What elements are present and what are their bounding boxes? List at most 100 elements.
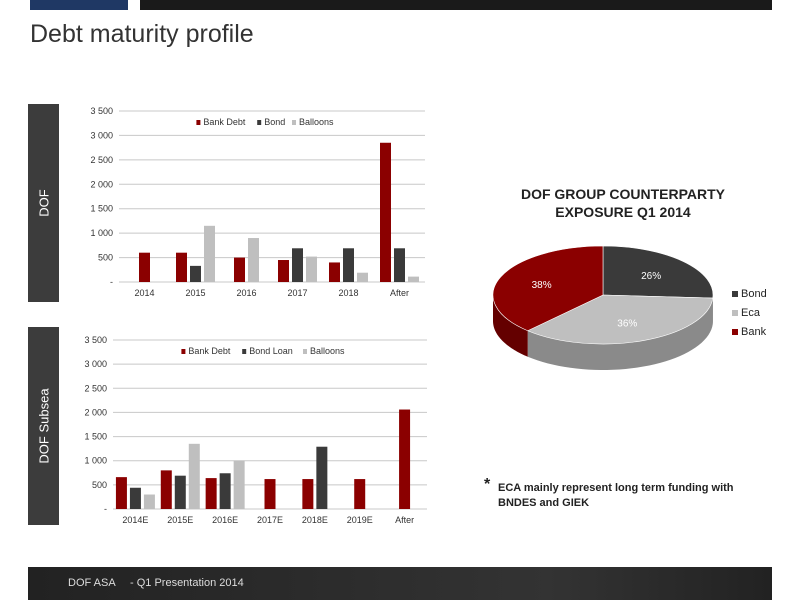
subsea-xtick-label: 2016E bbox=[212, 515, 238, 525]
subsea-bar-bank-debt bbox=[354, 479, 366, 509]
subsea-xtick-label: 2018E bbox=[302, 515, 328, 525]
dof-xtick-label: 2017 bbox=[287, 288, 307, 298]
dof-legend-label: Bond bbox=[264, 117, 285, 127]
pie-side-bank bbox=[493, 295, 528, 357]
subsea-bar-balloons bbox=[143, 494, 155, 509]
pie-label-bond: 26% bbox=[641, 271, 661, 282]
pie-side-eca bbox=[527, 298, 713, 370]
pie-slice-bank bbox=[492, 245, 604, 332]
subsea-ytick-label: 2 000 bbox=[84, 407, 107, 417]
pie-legend-item-eca: Eca bbox=[732, 303, 767, 322]
pie-slice-eca bbox=[526, 294, 714, 345]
subsea-bar-bank-debt bbox=[160, 470, 172, 509]
dof-bar-balloons bbox=[408, 276, 419, 282]
subsea-xtick-label: 2014E bbox=[122, 515, 148, 525]
dof-bar-chart: - 500 1 000 1 500 2 000 2 500 3 000 3 500 2014 20… bbox=[90, 106, 425, 298]
dof-legend-swatch bbox=[292, 120, 296, 125]
dof-ytick-label: 3 500 bbox=[90, 106, 113, 116]
footnote-star: * bbox=[484, 476, 491, 493]
subsea-bar-balloons bbox=[188, 443, 200, 509]
subsea-ytick-label: 1 000 bbox=[84, 456, 107, 466]
footer-bar bbox=[28, 567, 772, 600]
pie-label-bank: 38% bbox=[532, 280, 552, 291]
subsea-xtick-label: 2017E bbox=[257, 515, 283, 525]
subsea-ytick-label: 1 500 bbox=[84, 432, 107, 442]
subsea-xtick-label: 2015E bbox=[167, 515, 193, 525]
subsea-legend-label: Balloons bbox=[310, 346, 345, 356]
dof-xtick-label: After bbox=[390, 288, 409, 298]
dof-ytick-label: 2 000 bbox=[90, 179, 113, 189]
dof-bar-bank-debt bbox=[329, 262, 340, 282]
pie-chart-title: DOF GROUP COUNTERPARTY EXPOSURE Q1 2014 bbox=[488, 185, 758, 221]
subsea-xtick-label: After bbox=[395, 515, 414, 525]
dof-bar-bank-debt bbox=[234, 257, 245, 282]
subsea-ytick-label: - bbox=[104, 504, 107, 514]
dof-bar-bond bbox=[190, 265, 201, 282]
subsea-ytick-label: 3 500 bbox=[84, 335, 107, 345]
dof-bar-bank-debt bbox=[176, 252, 187, 282]
footnote-text: ECA mainly represent long term funding w… bbox=[498, 482, 734, 509]
dof-ytick-label: 2 500 bbox=[90, 155, 113, 165]
dof-ytick-label: - bbox=[110, 277, 113, 287]
subsea-bar-bond-loan bbox=[174, 475, 186, 509]
dof-xtick-label: 2015 bbox=[185, 288, 205, 298]
pie-title-line-2: EXPOSURE Q1 2014 bbox=[555, 204, 691, 220]
legend-label-bond: Bond bbox=[741, 287, 767, 300]
subsea-bar-balloons bbox=[233, 460, 245, 509]
dof-bar-bank-debt bbox=[278, 260, 289, 282]
dof-bar-balloons bbox=[204, 225, 215, 282]
subsea-bar-bank-debt bbox=[115, 477, 127, 509]
subsea-bar-bond-loan bbox=[219, 473, 231, 509]
dof-bar-balloons bbox=[357, 272, 368, 282]
legend-label-bank: Bank bbox=[741, 325, 767, 338]
subsea-ytick-label: 500 bbox=[92, 480, 107, 490]
dof-ytick-label: 1 000 bbox=[90, 228, 113, 238]
page-title: Debt maturity profile bbox=[30, 20, 254, 48]
dof-bar-bond bbox=[292, 248, 303, 282]
dof-ytick-label: 1 500 bbox=[90, 204, 113, 214]
dof-bar-balloons bbox=[306, 256, 317, 282]
subsea-bar-bond-loan bbox=[129, 487, 141, 509]
legend-swatch-bank bbox=[732, 328, 738, 335]
dof-bar-bank-debt bbox=[139, 252, 150, 282]
pie-title-line-1: DOF GROUP COUNTERPARTY bbox=[520, 186, 726, 202]
dof-xtick-label: 2018 bbox=[338, 288, 358, 298]
subsea-legend-label: Bank Debt bbox=[188, 346, 231, 356]
dof-xtick-label: 2014 bbox=[134, 288, 154, 298]
pie-label-eca: 36% bbox=[617, 318, 637, 329]
dof-bar-balloons bbox=[248, 238, 259, 282]
dof-legend-label: Balloons bbox=[299, 117, 334, 127]
dof-xtick-label: 2016 bbox=[236, 288, 256, 298]
subsea-legend-label: Bond Loan bbox=[249, 346, 293, 356]
dof-ytick-label: 500 bbox=[98, 253, 113, 263]
pie-slice-bond bbox=[602, 245, 714, 299]
dof-ytick-label: 3 000 bbox=[90, 130, 113, 140]
subsea-ytick-label: 2 500 bbox=[84, 383, 107, 393]
footer-subtitle: - Q1 Presentation 2014 bbox=[130, 577, 244, 589]
top-accent-bar bbox=[30, 0, 128, 10]
side-tab-dof: DOF bbox=[28, 104, 59, 302]
pie-legend: Bond Eca Bank bbox=[732, 284, 767, 341]
subsea-ytick-label: 3 000 bbox=[84, 359, 107, 369]
legend-label-eca: Eca bbox=[741, 306, 760, 319]
pie-legend-item-bond: Bond bbox=[732, 284, 767, 303]
subsea-bar-bond-loan bbox=[316, 446, 328, 509]
subsea-legend-swatch bbox=[242, 349, 247, 354]
dof-legend-swatch bbox=[196, 120, 201, 125]
subsea-legend-swatch bbox=[303, 349, 307, 354]
dof-legend-swatch bbox=[257, 120, 262, 125]
dof-bar-bank-debt bbox=[380, 142, 391, 282]
subsea-bar-bank-debt bbox=[264, 479, 276, 509]
subsea-legend-swatch bbox=[181, 349, 186, 354]
dof-subsea-bar-chart: - 500 1 000 1 500 2 000 2 500 3 000 3 500 2014E 2… bbox=[84, 335, 427, 525]
dof-legend-label: Bank Debt bbox=[203, 117, 246, 127]
pie-legend-item-bank: Bank bbox=[732, 322, 767, 341]
subsea-bar-bank-debt bbox=[399, 409, 411, 509]
subsea-bar-bank-debt bbox=[205, 478, 217, 509]
subsea-xtick-label: 2019E bbox=[347, 515, 373, 525]
legend-swatch-eca bbox=[732, 309, 738, 316]
dof-bar-bond bbox=[394, 248, 405, 282]
dof-bar-bond bbox=[343, 248, 354, 282]
footer-company: DOF ASA bbox=[68, 577, 116, 589]
subsea-bar-bank-debt bbox=[302, 479, 314, 509]
